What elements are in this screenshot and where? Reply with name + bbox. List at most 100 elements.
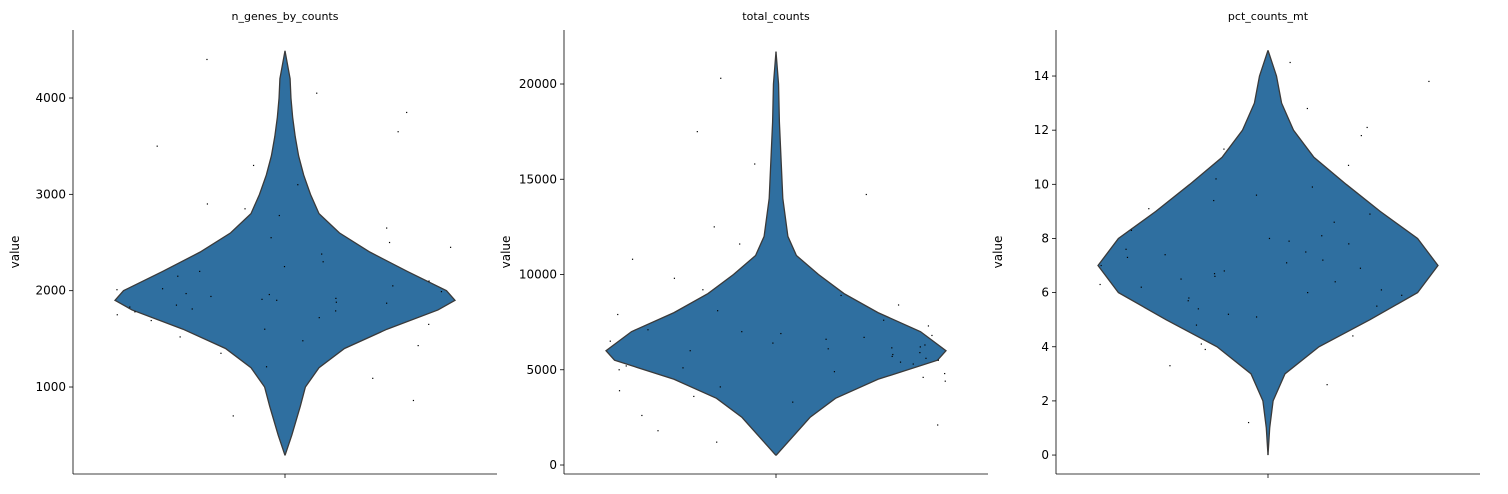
point [617, 313, 619, 316]
point [937, 359, 939, 361]
point [386, 227, 388, 229]
point [924, 344, 926, 346]
point [739, 243, 741, 245]
point [673, 277, 676, 279]
y-tick-label: 3000 [35, 187, 66, 201]
point [372, 377, 374, 379]
point [1334, 281, 1336, 283]
point [278, 214, 280, 217]
point [1187, 300, 1189, 302]
point [1213, 273, 1216, 275]
point [1305, 251, 1307, 253]
point [232, 415, 234, 417]
point [265, 366, 268, 368]
point [392, 285, 394, 287]
y-tick-label: 2000 [35, 284, 66, 298]
point [1369, 213, 1371, 215]
point [318, 317, 320, 319]
point [161, 288, 164, 290]
point [1348, 243, 1350, 245]
point [297, 184, 299, 186]
point [386, 302, 388, 304]
point [270, 237, 272, 239]
y-axis-label: value [499, 236, 513, 269]
point [1352, 335, 1354, 337]
point [922, 376, 924, 378]
point [1255, 316, 1258, 318]
point [1204, 348, 1206, 351]
y-tick-label: 6 [1041, 286, 1049, 300]
point [1169, 365, 1171, 367]
y-tick-label: 20000 [519, 77, 557, 91]
point [261, 298, 263, 300]
point [1148, 208, 1150, 210]
point [316, 92, 318, 94]
y-tick-label: 1000 [35, 380, 66, 394]
point [720, 77, 722, 79]
point [919, 346, 921, 348]
point [417, 344, 419, 347]
y-tick-label: 4000 [35, 91, 66, 105]
point [1125, 248, 1127, 250]
point [891, 355, 893, 358]
point [892, 353, 894, 356]
point [156, 145, 158, 147]
point [1130, 229, 1133, 231]
point [912, 363, 914, 365]
y-tick-label: 0 [1041, 448, 1049, 462]
point [702, 289, 704, 291]
point [1359, 267, 1362, 269]
point [252, 164, 255, 167]
point [1197, 308, 1199, 310]
point [682, 367, 684, 369]
point [827, 348, 829, 350]
violin-half [1097, 50, 1269, 456]
point [1195, 324, 1198, 326]
point [897, 304, 900, 306]
point [244, 208, 246, 210]
point [716, 441, 718, 443]
point [335, 297, 337, 299]
point [116, 289, 118, 291]
y-tick-label: 4 [1041, 340, 1049, 354]
point [780, 332, 782, 335]
point [264, 328, 266, 330]
point [927, 325, 930, 327]
point [1223, 148, 1225, 150]
point [1213, 199, 1215, 202]
point [754, 163, 756, 165]
panel-title: total_counts [742, 10, 810, 23]
point [210, 295, 212, 298]
point [693, 395, 695, 398]
point [397, 131, 399, 133]
point [1099, 283, 1101, 286]
y-tick-label: 12 [1034, 123, 1049, 137]
point [713, 226, 715, 228]
point [1140, 286, 1142, 288]
y-tick-label: 10 [1034, 177, 1049, 191]
point [899, 361, 902, 363]
point [428, 280, 430, 282]
point [116, 314, 118, 316]
point [1306, 107, 1308, 110]
point [1188, 297, 1190, 299]
point [220, 352, 222, 354]
point [689, 350, 691, 352]
point [696, 131, 698, 133]
point [175, 304, 178, 306]
point [1223, 270, 1225, 272]
point [1286, 262, 1288, 264]
panel-title: n_genes_by_counts [232, 10, 339, 23]
point [657, 430, 659, 432]
point [1214, 275, 1216, 277]
point [322, 261, 324, 263]
point [199, 270, 201, 273]
point [1376, 305, 1378, 307]
point [1311, 186, 1313, 188]
point [412, 399, 415, 402]
point [840, 294, 842, 297]
point [792, 401, 794, 403]
y-axis-label: value [8, 236, 22, 269]
point [631, 258, 634, 260]
point [944, 372, 946, 375]
